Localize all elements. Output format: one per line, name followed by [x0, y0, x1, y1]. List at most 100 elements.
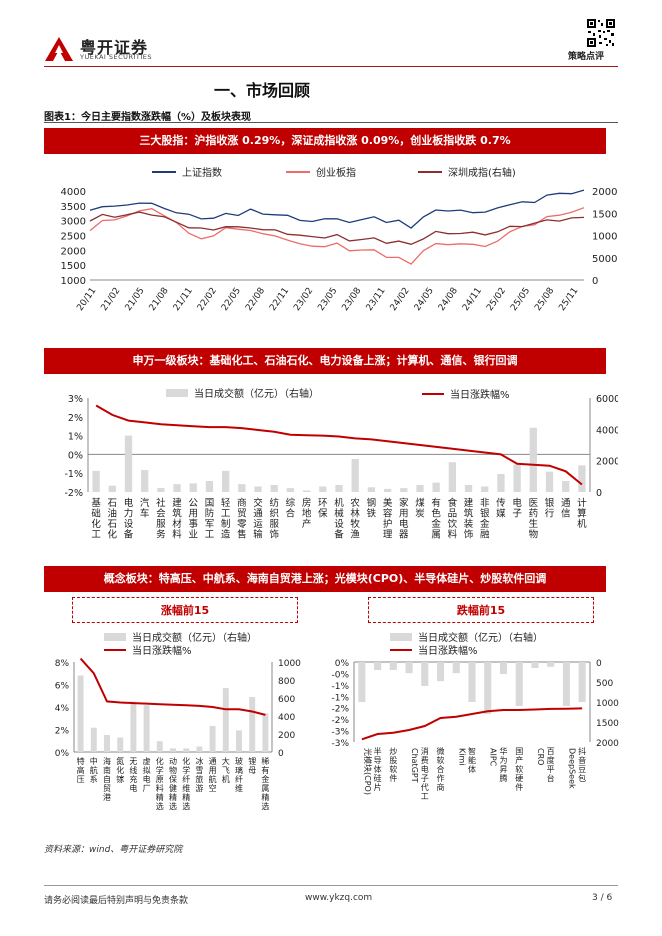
y-right-tick: 0: [596, 659, 602, 669]
category-label: 钢铁: [367, 497, 377, 520]
x-tick: 22/02: [196, 286, 219, 313]
turnover-bar: [236, 730, 242, 752]
x-tick: 25/11: [557, 286, 580, 313]
category-label: 纺织服饰: [269, 497, 279, 541]
category-label: DeepSeek: [567, 748, 576, 789]
turnover-bar: [562, 662, 570, 706]
turnover-bar: [405, 662, 413, 674]
y-right-tick: 2000: [596, 457, 618, 468]
x-tick: 24/11: [461, 286, 484, 313]
x-tick: 21/02: [99, 286, 122, 313]
legend-swatch: [166, 389, 188, 397]
category-label: 稀有金属精选: [261, 756, 269, 811]
y-right-tick: 400: [278, 713, 295, 723]
category-label: 农林牧渔: [350, 497, 360, 541]
turnover-bar: [547, 662, 555, 667]
category-label: 冰雪旅游: [195, 756, 203, 793]
x-tick: 21/08: [148, 286, 171, 313]
y-left-tick: -1%: [331, 693, 349, 703]
turnover-bar: [578, 662, 586, 702]
legend-label: 当日成交额（亿元）（右轴）: [194, 387, 319, 400]
top-gainers-chart: 当日成交额（亿元）（右轴）当日涨跌幅% 8% 6% 4% 2% 0% 1000 800 600 4…: [55, 631, 301, 811]
change-line: [79, 657, 266, 716]
turnover-bar: [156, 741, 163, 752]
category-label: 抖音豆包: [578, 746, 586, 783]
legend-label: 当日成交额（亿元）（右轴）: [418, 631, 543, 644]
turnover-bar: [183, 748, 190, 752]
y-left-tick: 0%: [55, 749, 70, 759]
turnover-bar: [578, 465, 586, 492]
x-tick: 25/02: [485, 286, 508, 313]
footer-divider: [44, 885, 618, 886]
category-label: 智能体: [468, 746, 476, 774]
y-left-tick: -2%: [65, 488, 84, 499]
turnover-bar: [374, 662, 382, 670]
legend-label: 当日涨跌幅%: [418, 644, 478, 657]
legend-label: 上证指数: [182, 166, 222, 179]
category-label: 锂母: [248, 756, 256, 775]
brand-name: 粤开证券: [80, 38, 149, 57]
turnover-bar: [468, 662, 476, 702]
turnover-bar: [124, 435, 133, 492]
y-left-tick: 1%: [68, 432, 83, 443]
yuekai-logo-icon: [45, 37, 73, 61]
top-losers-title: 跌幅前15: [368, 597, 594, 623]
concept-summary-banner: 概念板块：特高压、中航系、海南自贸港上涨；光模块(CPO)、半导体硅片、炒股软件…: [44, 566, 606, 592]
x-tick: 23/02: [292, 286, 315, 313]
y-left-tick: 2500: [61, 232, 86, 243]
turnover-bar: [270, 484, 278, 492]
website-link[interactable]: www.ykzq.com: [305, 893, 373, 903]
category-label: 大飞机: [222, 756, 230, 784]
y-left-tick: 4000: [61, 187, 86, 198]
turnover-bar: [400, 488, 408, 492]
category-label: 综合: [286, 497, 296, 520]
y-right-tick: 4000: [596, 425, 618, 436]
legend-label: 当日成交额（亿元）（右轴）: [132, 631, 257, 644]
y-right-tick: 800: [278, 677, 295, 687]
turnover-bar: [141, 470, 149, 492]
turnover-bar: [513, 464, 521, 492]
page-number: 3 / 6: [592, 893, 613, 903]
y-right-tick: 500: [596, 679, 613, 689]
y-right-tick: 0: [278, 749, 284, 759]
turnover-bar: [209, 725, 216, 752]
x-tick: 21/05: [124, 286, 147, 313]
turnover-bar: [481, 486, 489, 492]
turnover-bar: [389, 662, 397, 670]
category-label: ChatGPT: [410, 748, 419, 783]
turnover-bar: [432, 482, 440, 492]
turnover-bar: [92, 470, 100, 492]
x-tick: 22/11: [268, 286, 291, 313]
y-right-tick: 10000: [592, 232, 618, 243]
change-line: [95, 404, 583, 486]
legend-label: 创业板指: [316, 166, 356, 179]
y-left-tick: 2%: [55, 727, 70, 737]
brand-subtitle: YUEKAI SECURITIES: [80, 53, 152, 61]
sector-bar-chart: 当日成交额（亿元）（右轴） 当日涨跌幅% 3% 2% 1% 0% -1% -2% 6000 400…: [65, 387, 619, 541]
top-gainers-title: 涨幅前15: [72, 597, 298, 623]
y-left-tick: -1%: [65, 469, 84, 480]
x-tick: 25/05: [509, 286, 532, 313]
turnover-bar: [222, 688, 229, 752]
turnover-bar: [515, 662, 523, 706]
report-type-tag: 策略点评: [568, 52, 605, 62]
y-right-tick: 200: [278, 731, 295, 741]
x-tick: 24/02: [389, 286, 412, 313]
y-right-tick: 1000: [278, 659, 301, 669]
category-label: 有色金属: [431, 497, 441, 541]
category-label: 石油石化: [108, 498, 118, 541]
x-tick: 24/08: [437, 286, 460, 313]
turnover-bar: [104, 734, 110, 752]
y-left-tick: -1%: [331, 682, 349, 692]
y-left-tick: 3500: [61, 202, 86, 213]
turnover-bar: [249, 697, 256, 752]
data-source-note: 资料来源：wind、粤开证券研究院: [44, 845, 183, 855]
turnover-bar: [254, 486, 262, 492]
disclaimer-note: 请务必阅读最后特别声明与免责条款: [44, 896, 189, 906]
y-left-tick: -2%: [331, 716, 349, 726]
category-label: 无线充电: [129, 757, 137, 793]
category-label: 轻工制造: [221, 497, 231, 541]
turnover-bar: [497, 473, 505, 492]
turnover-bar: [157, 488, 165, 492]
category-label: 化学原料精选: [156, 756, 164, 811]
